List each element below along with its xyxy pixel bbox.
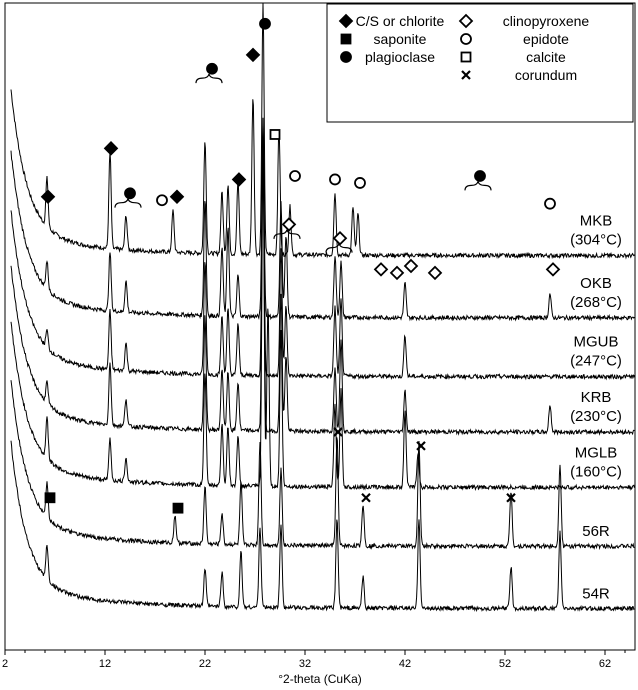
circle-open-marker — [544, 197, 556, 210]
peak-markers — [40, 17, 561, 514]
square-filled-marker — [172, 502, 184, 514]
cross-marker — [461, 70, 471, 80]
legend-label: calcite — [526, 49, 566, 65]
sample-name-label: MKB — [580, 213, 613, 230]
diamond-filled-marker — [103, 141, 119, 156]
x-axis: 2 12 22 32 42 52 62 — [2, 650, 626, 670]
peak-brace — [273, 229, 301, 239]
trace-line — [10, 380, 635, 551]
diamond-filled-marker — [40, 189, 56, 205]
legend-box — [326, 3, 634, 123]
trace-line — [10, 3, 635, 260]
peak-brace — [464, 181, 492, 191]
legend-label: saponite — [374, 31, 427, 47]
cross-marker — [361, 492, 371, 503]
plot-frame — [4, 2, 636, 651]
sample-labels: MKB (304°C) OKB (268°C) MGUB (247°C) KRB (230°C… — [570, 213, 622, 603]
circle-filled-marker — [474, 170, 486, 182]
sample-name-label: 56R — [582, 523, 610, 540]
diamond-open-marker — [332, 230, 348, 246]
diffraction-traces — [10, 3, 635, 613]
peak-brace — [114, 198, 142, 208]
square-filled-marker — [44, 492, 56, 504]
legend-label: clinopyroxene — [503, 13, 590, 29]
circle-filled-marker — [206, 62, 218, 75]
legend-label: corundum — [515, 67, 577, 83]
diamond-filled-marker — [231, 172, 247, 187]
cross-marker — [416, 441, 426, 451]
diamond-open-marker — [427, 265, 443, 281]
square-filled-marker — [340, 33, 352, 45]
trace-line — [10, 162, 635, 492]
peak-brace — [325, 243, 353, 253]
diamond-open-marker — [403, 258, 419, 274]
trace-line — [10, 144, 635, 436]
sample-temperature-label: (304°C) — [570, 232, 622, 249]
sample-temperature-label: (160°C) — [570, 463, 622, 480]
x-tick-label: 2 — [2, 658, 8, 670]
square-open-marker — [460, 51, 472, 63]
diamond-filled-marker — [338, 13, 354, 29]
sample-name-label: OKB — [580, 275, 612, 292]
sample-temperature-label: (247°C) — [570, 353, 622, 370]
circle-open-marker — [289, 170, 301, 182]
circle-filled-marker — [124, 187, 136, 200]
peak-brace — [195, 73, 223, 84]
peak-braces — [114, 73, 492, 253]
cross-marker — [506, 492, 516, 503]
sample-temperature-label: (230°C) — [570, 408, 622, 425]
diamond-open-marker — [373, 262, 389, 277]
cross-marker — [333, 427, 343, 437]
diamond-open-marker — [389, 265, 405, 281]
legend: C/S or chlorite saponite plagioclase clinop… — [326, 3, 634, 123]
sample-name-label: 54R — [582, 586, 610, 603]
sample-name-label: MGLB — [575, 444, 618, 461]
diamond-open-marker — [281, 217, 297, 232]
square-open-marker — [269, 129, 281, 140]
sample-name-label: MGUB — [574, 334, 619, 351]
trace-line — [10, 117, 635, 322]
diamond-open-marker — [458, 13, 474, 29]
circle-open-marker — [156, 194, 168, 207]
diamond-filled-marker — [169, 189, 185, 205]
circle-filled-marker — [340, 51, 352, 63]
circle-open-marker — [460, 33, 472, 45]
circle-open-marker — [329, 173, 341, 186]
x-tick-label: 52 — [499, 658, 511, 670]
diamond-filled-marker — [245, 47, 261, 63]
sample-temperature-label: (268°C) — [570, 294, 622, 311]
x-tick-label: 42 — [399, 658, 411, 670]
sample-name-label: KRB — [581, 389, 612, 406]
x-tick-label: 12 — [99, 658, 111, 670]
trace-line — [10, 440, 635, 613]
x-axis-title: °2-theta (CuKa) — [278, 672, 362, 686]
trace-line — [10, 125, 635, 381]
x-tick-label: 62 — [599, 658, 611, 670]
diamond-open-marker — [545, 262, 561, 277]
circle-open-marker — [354, 177, 366, 189]
x-tick-label: 32 — [299, 658, 311, 670]
circle-filled-marker — [259, 17, 271, 30]
legend-label: plagioclase — [365, 49, 435, 65]
legend-label: C/S or chlorite — [356, 13, 445, 29]
x-tick-label: 22 — [199, 658, 211, 670]
legend-label: epidote — [523, 31, 569, 47]
